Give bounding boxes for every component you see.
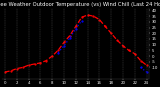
- Title: Milwaukee Weather Outdoor Temperature (vs) Wind Chill (Last 24 Hours): Milwaukee Weather Outdoor Temperature (v…: [0, 2, 160, 7]
